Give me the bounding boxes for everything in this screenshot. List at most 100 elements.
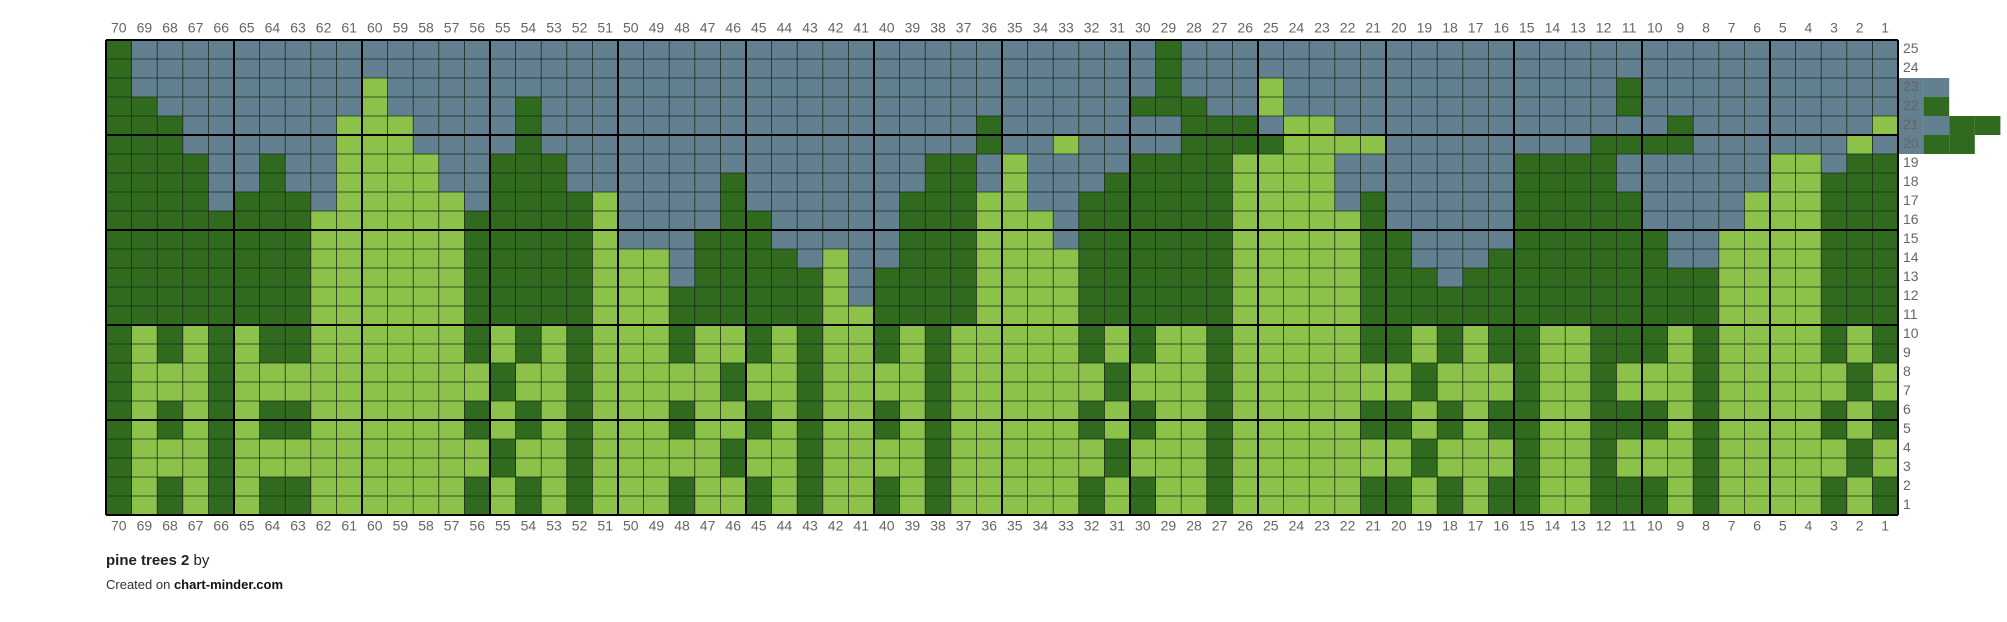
cell [643, 287, 670, 306]
cell [362, 268, 388, 287]
cell [208, 78, 234, 97]
cell [515, 477, 542, 496]
cell [1053, 211, 1079, 230]
cell [285, 97, 311, 116]
cell [336, 192, 362, 211]
cell [1002, 363, 1028, 382]
column-number-bottom: 29 [1161, 518, 1177, 534]
cell [1718, 268, 1745, 287]
cell [490, 439, 516, 458]
cell [1283, 420, 1310, 439]
cell [1437, 97, 1463, 116]
cell [1283, 135, 1310, 154]
cell [1027, 306, 1054, 325]
column-number-bottom: 67 [188, 518, 204, 534]
column-number-bottom: 40 [879, 518, 895, 534]
cell [1488, 325, 1514, 344]
cell [1155, 154, 1182, 173]
cell [157, 344, 183, 363]
cell [1053, 230, 1079, 249]
cell [976, 401, 1002, 420]
cell [1514, 287, 1540, 306]
cell [1770, 211, 1796, 230]
cell [746, 382, 772, 401]
cell [976, 192, 1002, 211]
cell [259, 173, 286, 192]
cell [618, 59, 644, 78]
cell [1565, 40, 1591, 59]
cell [1590, 192, 1617, 211]
cell [464, 363, 490, 382]
cell [874, 192, 900, 211]
cell [1565, 363, 1591, 382]
cell [1181, 78, 1207, 97]
cell [1744, 363, 1770, 382]
cell [618, 420, 644, 439]
cell [874, 97, 900, 116]
cell [336, 401, 362, 420]
cell [1104, 439, 1130, 458]
cell [1232, 401, 1258, 420]
cell [1642, 116, 1668, 135]
cell [950, 249, 977, 268]
cell [1283, 477, 1310, 496]
cell [1667, 97, 1694, 116]
cell [1514, 363, 1540, 382]
cell [1181, 325, 1207, 344]
cell [1155, 306, 1182, 325]
site-link[interactable]: chart-minder.com [174, 577, 283, 592]
cell [541, 59, 567, 78]
cell [387, 439, 414, 458]
cell [618, 78, 644, 97]
cell [1053, 420, 1079, 439]
cell [592, 211, 618, 230]
cell [490, 59, 516, 78]
cell [234, 116, 260, 135]
cell [490, 325, 516, 344]
cell [848, 116, 874, 135]
column-number-bottom: 20 [1391, 518, 1407, 534]
cell [1565, 268, 1591, 287]
cell [1616, 249, 1642, 268]
cell [1821, 344, 1847, 363]
cell [1206, 249, 1233, 268]
cell [1693, 401, 1719, 420]
column-number-top: 33 [1058, 20, 1074, 36]
cell [1565, 59, 1591, 78]
cell [208, 116, 234, 135]
cell [1258, 192, 1284, 211]
cell [208, 477, 234, 496]
cell [694, 154, 721, 173]
cell [1411, 477, 1438, 496]
column-number-bottom: 43 [802, 518, 818, 534]
cell [387, 97, 414, 116]
column-number-top: 14 [1545, 20, 1561, 36]
cell [822, 306, 849, 325]
cell [1539, 344, 1566, 363]
cell [438, 40, 465, 59]
cell [592, 420, 618, 439]
cell [1821, 382, 1847, 401]
cell [822, 249, 849, 268]
cell [182, 458, 209, 477]
cell [1565, 230, 1591, 249]
cell [592, 154, 618, 173]
cell [1334, 477, 1361, 496]
cell [669, 268, 695, 287]
cell [1002, 97, 1028, 116]
cell [1386, 135, 1412, 154]
cell [1027, 401, 1054, 420]
column-number-bottom: 41 [853, 518, 869, 534]
cell [234, 306, 260, 325]
cell [899, 420, 926, 439]
column-number-bottom: 22 [1340, 518, 1356, 534]
cell [643, 116, 670, 135]
cell [1616, 344, 1642, 363]
cell [1206, 97, 1233, 116]
cell [1002, 382, 1028, 401]
cell [490, 97, 516, 116]
cell [285, 287, 311, 306]
cell [1616, 439, 1642, 458]
cell [1846, 496, 1873, 515]
cell [208, 382, 234, 401]
